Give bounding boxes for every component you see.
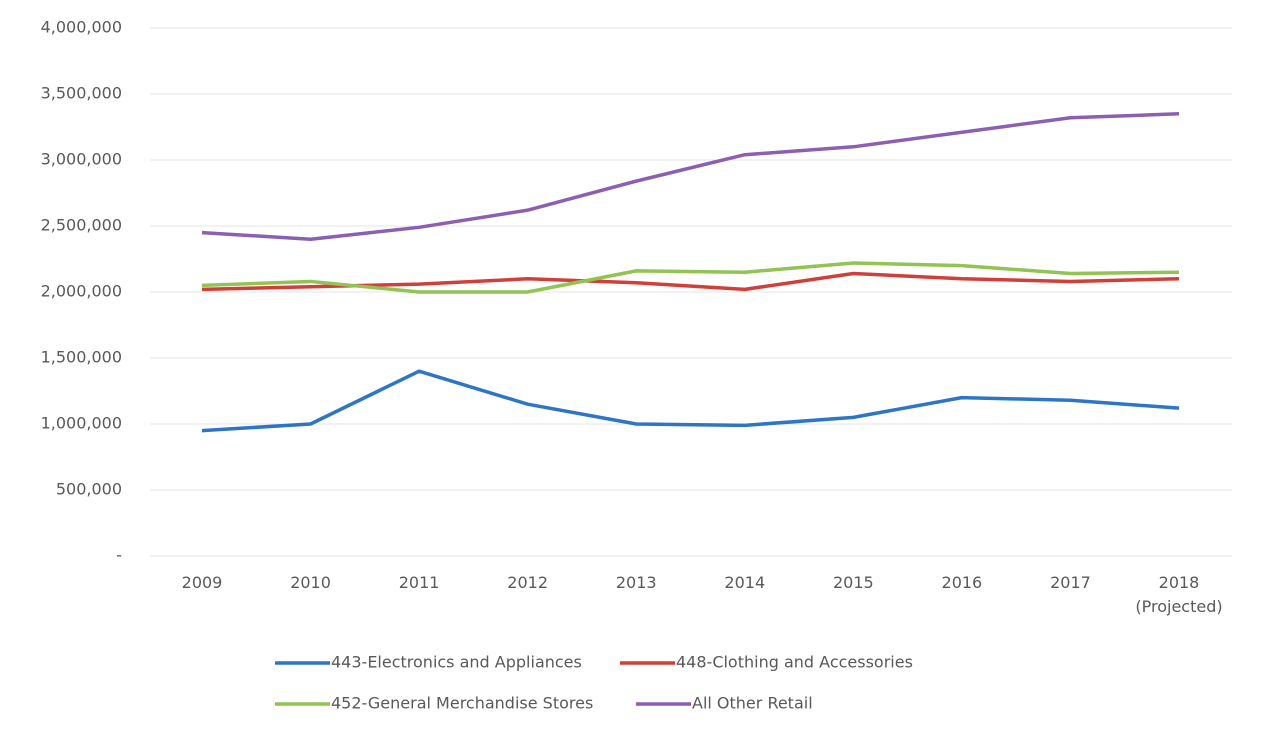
x-tick-label: 2012 xyxy=(507,573,549,592)
y-tick-label: 500,000 xyxy=(56,480,122,499)
series-line xyxy=(201,271,1180,292)
x-tick-label: 2009 xyxy=(181,573,223,592)
y-tick-label: - xyxy=(116,546,122,565)
y-tick-label: 3,500,000 xyxy=(41,84,122,103)
series-line xyxy=(201,369,1180,433)
x-tick-label: 2015 xyxy=(832,573,874,592)
x-tick-label: 2018 (Projected) xyxy=(1135,573,1223,616)
y-tick-label: 4,000,000 xyxy=(41,18,122,37)
x-tick-label: 2013 xyxy=(615,573,657,592)
x-tick-label: 2014 xyxy=(724,573,766,592)
legend-label: All Other Retail xyxy=(692,694,813,713)
x-tick-label: 2010 xyxy=(290,573,331,592)
y-tick-label: 3,000,000 xyxy=(41,150,122,169)
x-tick-label: 2016 xyxy=(941,573,983,592)
x-tick-label: 2011 xyxy=(398,573,440,592)
y-tick-label: 1,000,000 xyxy=(41,414,122,433)
series-line xyxy=(201,112,1180,241)
y-tick-label: 1,500,000 xyxy=(41,348,122,367)
y-tick-label: 2,500,000 xyxy=(41,216,122,235)
legend-label: 443-Electronics and Appliances xyxy=(331,653,582,672)
legend-label: 448-Clothing and Accessories xyxy=(676,653,913,672)
legend-label: 452-General Merchandise Stores xyxy=(331,694,593,713)
series-line xyxy=(201,261,1180,294)
y-tick-label: 2,000,000 xyxy=(41,282,122,301)
x-tick-label: 2017 xyxy=(1050,573,1091,592)
